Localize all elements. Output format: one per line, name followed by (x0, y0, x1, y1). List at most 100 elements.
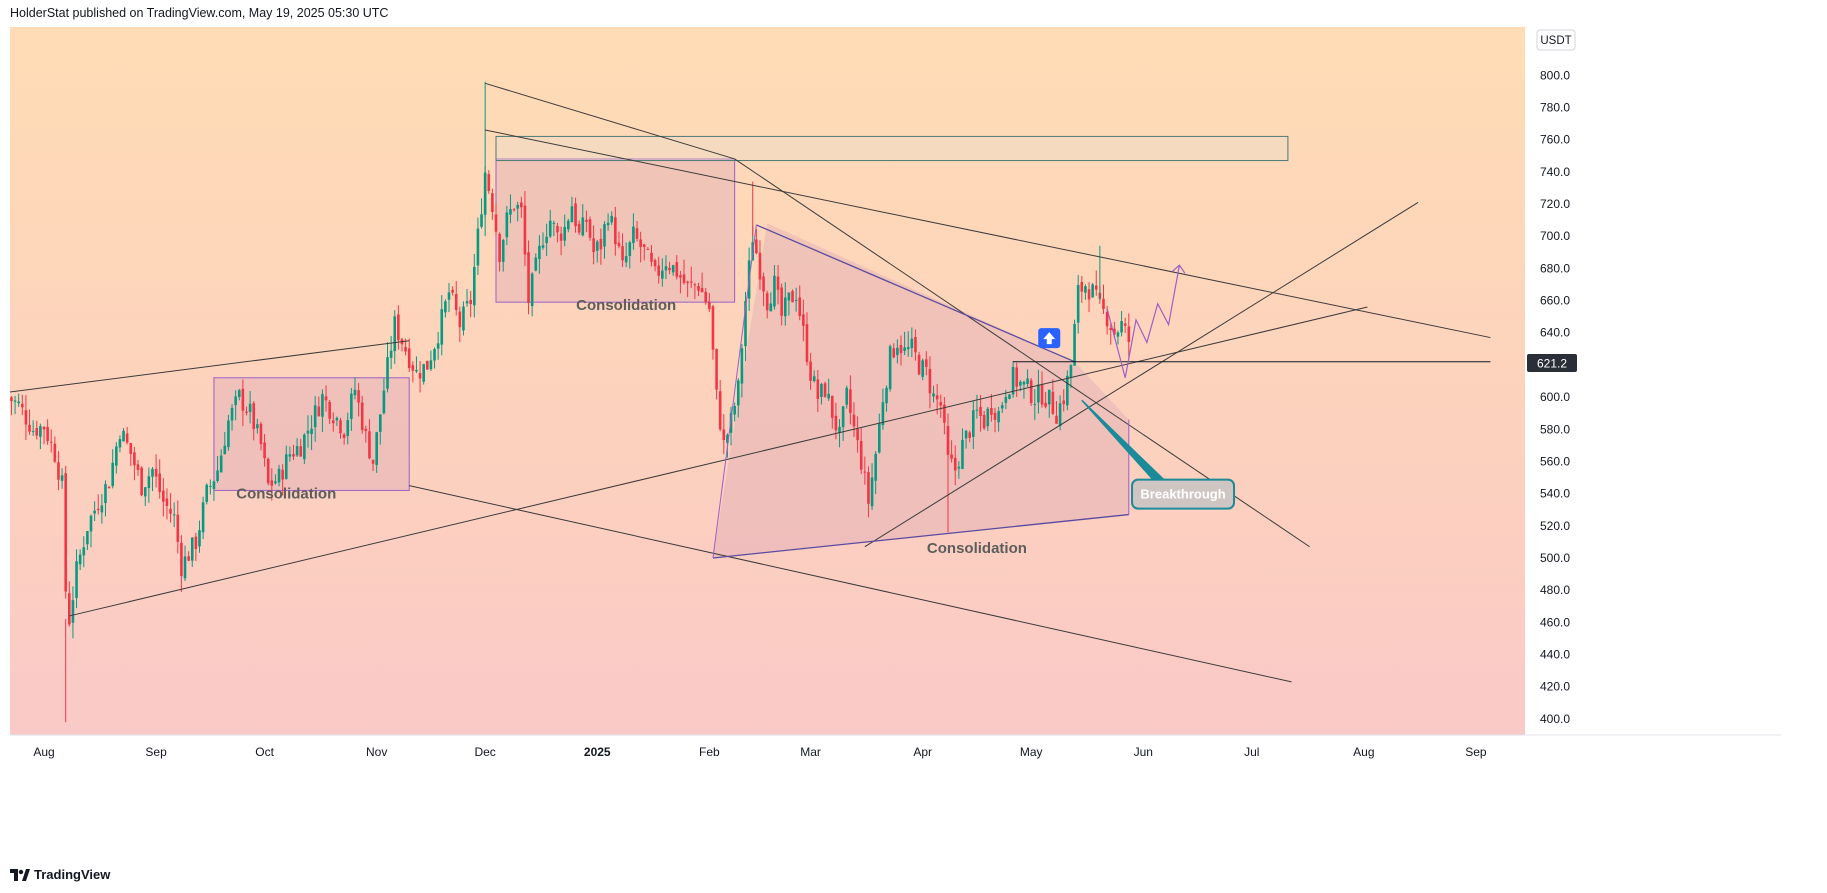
candle-body (64, 473, 67, 592)
candle-body (82, 547, 86, 556)
candle-body (1091, 284, 1094, 298)
candle-body (1004, 396, 1008, 403)
candle-body (57, 462, 60, 480)
candle-body (245, 411, 248, 413)
candle-body (650, 252, 653, 262)
candle-body (859, 440, 863, 470)
candle-body (534, 257, 538, 271)
candle-body (585, 219, 588, 222)
candle-body (520, 202, 523, 208)
candle-body (292, 454, 295, 457)
candle-body (682, 274, 686, 283)
candle-body (335, 417, 339, 421)
candle-body (870, 477, 874, 507)
candle-body (1116, 332, 1120, 337)
trendline-early-resistance (10, 340, 410, 393)
candle-body (722, 429, 726, 441)
candle-body (35, 427, 39, 436)
candle-body (205, 484, 209, 502)
candle-body (964, 430, 968, 439)
candle-body (100, 505, 104, 513)
candle-body (176, 514, 180, 542)
up-arrow-icon (1038, 328, 1061, 349)
candle-body (972, 410, 975, 437)
tradingview-logo-icon (10, 868, 30, 881)
x-tick-label: 2025 (584, 745, 611, 759)
candle-body (816, 379, 820, 399)
candle-body (350, 393, 353, 419)
y-tick-label: 680.0 (1540, 261, 1570, 275)
candle-body (162, 490, 165, 502)
annotation-consolidation-3: Consolidation (927, 540, 1027, 557)
candle-body (621, 246, 624, 261)
candle-body (480, 214, 483, 227)
candle-body (136, 464, 140, 470)
x-tick-label: Jun (1134, 745, 1153, 759)
candle-body (201, 502, 205, 533)
candle-body (17, 401, 20, 404)
price-chart[interactable]: 400.0 420.0 440.0 460.0 480.0 500.0 520.0 540.0… (10, 27, 1781, 858)
y-tick-label: 460.0 (1540, 615, 1570, 629)
x-tick-label: Aug (33, 745, 54, 759)
candle-body (281, 469, 284, 480)
last-price-badge (1527, 353, 1577, 372)
candle-body (158, 473, 162, 492)
candle-body (1062, 400, 1066, 405)
trend-lines (10, 82, 1491, 683)
candle-body (411, 365, 415, 371)
last-price-label: 621.2 (1537, 356, 1567, 370)
candle-body (885, 387, 888, 404)
callout-label: Breakthrough (1140, 487, 1225, 502)
candle-body (588, 219, 592, 238)
candle-body (917, 354, 921, 375)
candle-body (646, 249, 650, 251)
candle-body (787, 292, 791, 301)
candle-body (1123, 323, 1127, 326)
candle-body (494, 214, 498, 232)
x-tick-label: Apr (913, 745, 932, 759)
candle-body (986, 408, 990, 427)
candle-body (111, 462, 115, 487)
candle-body (299, 446, 303, 457)
candle-body (802, 314, 805, 326)
candle-body (331, 420, 335, 424)
chart-area[interactable]: 400.0 420.0 440.0 460.0 480.0 500.0 520.0 540.0… (10, 27, 1781, 858)
candle-body (812, 376, 816, 382)
candle-body (755, 239, 758, 254)
y-tick-label: 400.0 (1540, 712, 1570, 726)
candle-body (888, 346, 892, 390)
candle-body (697, 286, 700, 291)
candle-body (639, 239, 642, 248)
candle-body (476, 228, 480, 266)
candle-body (462, 306, 465, 331)
brand-footer[interactable]: TradingView (10, 867, 110, 882)
candle-body (1051, 391, 1055, 414)
candle-body (892, 348, 896, 358)
breakthrough-callout[interactable]: Breakthrough (1131, 478, 1236, 510)
candle-body (465, 301, 469, 304)
candle-body (1102, 298, 1105, 310)
candle-body (606, 222, 610, 226)
candle-body (906, 347, 910, 350)
candle-body (429, 360, 433, 370)
y-tick-label: 760.0 (1540, 133, 1570, 147)
trendline-wedge-top (756, 224, 1075, 363)
candle-body (147, 476, 151, 489)
candle-body (1080, 282, 1084, 292)
candle-body (68, 593, 71, 625)
candle-body (360, 402, 364, 431)
candle-body (46, 426, 49, 442)
y-tick-label: 560.0 (1540, 454, 1570, 468)
candle-body (115, 446, 118, 466)
candle-body (104, 484, 107, 504)
trendline-rising-support (69, 306, 1368, 617)
candle-body (736, 380, 740, 406)
time-axis-panel (10, 735, 1781, 858)
candle-body (198, 530, 201, 547)
candle-body (552, 222, 556, 224)
candle-body (711, 306, 715, 350)
candle-body (1105, 311, 1109, 327)
candle-body (375, 432, 378, 465)
candle-body (635, 228, 639, 239)
candle-body (545, 236, 548, 244)
